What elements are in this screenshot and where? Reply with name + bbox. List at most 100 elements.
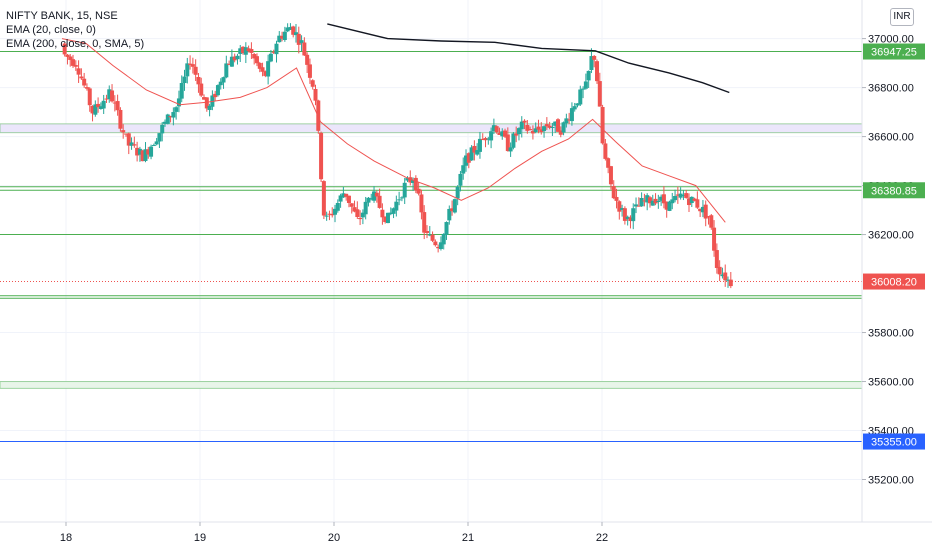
- candle-body: [321, 181, 326, 216]
- candle-body: [631, 208, 636, 222]
- candle-body: [452, 199, 457, 213]
- candle-body: [285, 27, 290, 32]
- candle-body: [661, 194, 666, 204]
- candle-body: [620, 208, 625, 210]
- candle-body: [327, 213, 332, 215]
- last-price-tag-bg: [863, 273, 925, 290]
- candle-body: [656, 201, 661, 203]
- candle-body: [224, 63, 229, 78]
- chart-legend: NIFTY BANK, 15, NSE EMA (20, close, 0) E…: [6, 9, 144, 51]
- candle-body: [464, 155, 469, 166]
- legend-ema20[interactable]: EMA (20, close, 0): [6, 24, 96, 36]
- candle-body: [363, 201, 368, 215]
- candle-body: [480, 139, 485, 141]
- candle-body: [151, 145, 156, 147]
- candle-body: [628, 217, 633, 222]
- candle-body: [71, 59, 76, 66]
- candle-body: [96, 103, 101, 108]
- x-tick-label: 20: [328, 532, 340, 544]
- candle-body: [692, 198, 697, 201]
- candle-body: [383, 216, 388, 223]
- candle-body: [333, 208, 338, 215]
- candle-body: [402, 182, 407, 198]
- candle-body: [330, 213, 335, 216]
- candle-body: [90, 105, 95, 114]
- candle-body: [444, 222, 449, 235]
- candle-body: [572, 106, 577, 110]
- candle-body: [695, 199, 700, 208]
- candle-body: [65, 54, 70, 57]
- x-tick-label: 18: [60, 532, 72, 544]
- candle-body: [689, 196, 694, 204]
- candle-body: [243, 47, 248, 55]
- candle-body: [179, 83, 184, 99]
- candle-body: [397, 199, 402, 201]
- candle-body: [346, 195, 351, 203]
- candle-body: [519, 121, 524, 130]
- candle-body: [227, 63, 232, 65]
- candle-body: [525, 124, 530, 131]
- candle-body: [419, 194, 424, 213]
- candle-body: [154, 141, 159, 145]
- candle-body: [352, 207, 357, 212]
- candle-body: [132, 144, 137, 146]
- y-tick-label: 36200.00: [868, 230, 914, 242]
- candle-body: [505, 134, 510, 152]
- candle-body: [324, 215, 329, 217]
- candle-body: [140, 150, 145, 162]
- candle-body: [533, 128, 538, 133]
- candle-body: [207, 105, 212, 110]
- candle-body: [544, 124, 549, 127]
- candle-body: [215, 85, 220, 96]
- candle-body: [366, 197, 371, 203]
- candle-body: [606, 158, 611, 168]
- level-price-tag: 35355.00: [871, 437, 917, 449]
- candle-body: [202, 97, 207, 100]
- candle-body: [469, 147, 474, 161]
- candle-body: [650, 200, 655, 206]
- candle-body: [249, 49, 254, 53]
- candle-body: [597, 81, 602, 107]
- candle-body: [377, 195, 382, 208]
- candle-body: [675, 194, 680, 196]
- candle-body: [302, 42, 307, 56]
- candle-body: [93, 104, 98, 115]
- candle-body: [553, 121, 558, 126]
- candle-body: [494, 126, 499, 133]
- candle-body: [341, 193, 346, 198]
- x-tick-label: 22: [596, 532, 608, 544]
- candle-body: [542, 126, 547, 132]
- currency-button[interactable]: INR: [890, 8, 914, 26]
- candle-body: [360, 212, 365, 218]
- candle-body: [146, 149, 151, 155]
- candle-body: [199, 83, 204, 96]
- x-tick-label: 19: [194, 532, 206, 544]
- candle-body: [104, 98, 109, 100]
- candle-body: [76, 68, 81, 75]
- candle-body: [349, 203, 354, 207]
- level-price-tag-bg: [863, 182, 925, 199]
- candle-body: [489, 131, 494, 141]
- legend-ema200[interactable]: EMA (200, close, 0, SMA, 5): [6, 38, 145, 50]
- candle-body: [614, 196, 619, 201]
- candle-body: [188, 63, 193, 65]
- candle-body: [645, 195, 650, 203]
- candle-body: [436, 246, 441, 249]
- candle-body: [536, 126, 541, 130]
- candle-body: [374, 192, 379, 197]
- candle-body: [458, 173, 463, 186]
- candle-body: [257, 62, 262, 69]
- candle-body: [608, 166, 613, 185]
- candle-body: [530, 130, 535, 134]
- candle-body: [670, 199, 675, 204]
- candle-body: [422, 212, 427, 233]
- legend-symbol[interactable]: NIFTY BANK, 15, NSE: [6, 10, 118, 22]
- candle-body: [595, 61, 600, 82]
- candle-body: [123, 133, 128, 135]
- candle-body: [87, 88, 92, 106]
- candle-body: [714, 250, 719, 268]
- candle-body: [101, 100, 106, 109]
- candle-body: [547, 125, 552, 128]
- candle-body: [703, 204, 708, 219]
